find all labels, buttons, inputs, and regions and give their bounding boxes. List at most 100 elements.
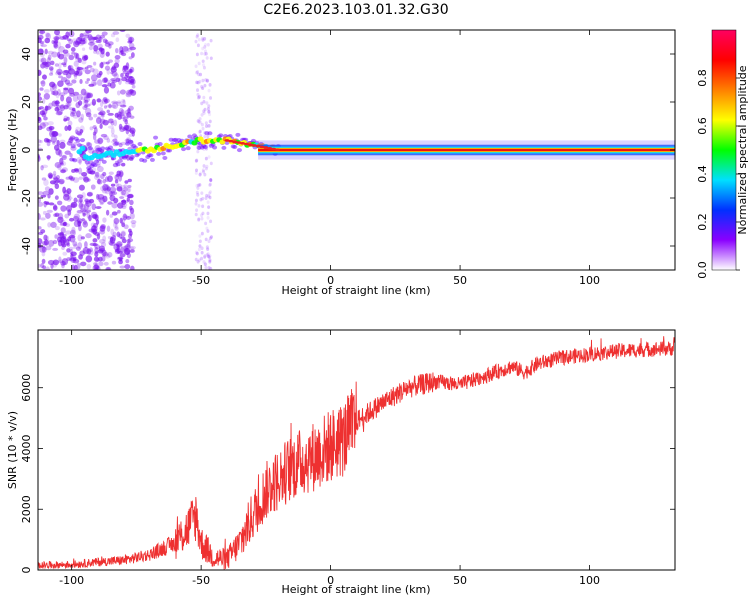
heatmap-cell — [100, 224, 106, 230]
heatmap-cell — [56, 68, 63, 75]
heatmap-cell — [97, 112, 104, 116]
heatmap-cell — [197, 72, 201, 77]
heatmap-cell — [120, 104, 127, 108]
heatmap-cell — [42, 108, 48, 115]
heatmap-cell — [40, 57, 47, 64]
heatmap-cell — [96, 79, 103, 86]
heatmap-cell — [194, 201, 198, 206]
heatmap-cell — [90, 222, 96, 228]
heatmap-cell — [61, 155, 67, 161]
heatmap-cell — [46, 209, 53, 213]
heatmap-cell — [72, 258, 80, 264]
heatmap-cell — [41, 251, 46, 257]
snr-series-line — [38, 336, 675, 570]
heatmap-cell — [48, 72, 54, 76]
heatmap-cell — [76, 67, 84, 71]
heatmap-cell — [85, 30, 92, 34]
heatmap-cell — [108, 43, 112, 49]
heatmap-cell — [60, 169, 66, 174]
heatmap-cell — [50, 60, 55, 66]
heatmap-cell — [47, 193, 51, 199]
heatmap-cell — [122, 213, 128, 221]
heatmap-cell — [73, 264, 78, 270]
heatmap-cell — [68, 38, 73, 45]
heatmap-cell — [96, 165, 104, 173]
heatmap-cell — [232, 144, 238, 149]
heatmap-cell — [101, 113, 105, 118]
heatmap-cell — [38, 69, 42, 76]
heatmap-cell — [68, 234, 76, 239]
heatmap-cell — [55, 99, 60, 107]
heatmap-cell — [38, 155, 41, 163]
heatmap-cell — [66, 103, 71, 107]
heatmap-cell — [199, 171, 203, 176]
heatmap-cell — [47, 54, 52, 61]
heatmap-cell — [85, 201, 90, 205]
heatmap-cell — [92, 68, 99, 75]
heatmap-cell — [110, 127, 115, 135]
heatmap-cell — [130, 220, 137, 225]
heatmap-cell — [160, 151, 166, 156]
heatmap-cell — [207, 124, 211, 128]
heatmap-cell — [209, 178, 213, 183]
x-tick-label: 0 — [327, 574, 334, 587]
heatmap-cell — [73, 40, 80, 48]
heatmap-cell — [201, 211, 205, 216]
heatmap-cell — [60, 94, 65, 102]
heatmap-cell — [50, 135, 57, 143]
heatmap-cell — [39, 30, 46, 34]
heatmap-cell — [55, 180, 60, 183]
heatmap-cell — [89, 126, 94, 131]
heatmap-cell — [110, 79, 116, 84]
heatmap-cell — [52, 141, 56, 145]
heatmap-cell — [93, 36, 99, 40]
snr-x-label: Height of straight line (km) — [281, 583, 430, 596]
heatmap-cell — [65, 43, 71, 49]
heatmap-cell — [198, 129, 202, 134]
heatmap-cell — [38, 191, 44, 196]
heatmap-cell — [38, 112, 41, 117]
heatmap-cell — [196, 259, 200, 264]
heatmap-cell — [194, 39, 198, 44]
heatmap-cell — [203, 107, 207, 112]
heatmap-cell — [108, 240, 114, 246]
heatmap-cell — [203, 134, 207, 139]
heatmap-cell — [92, 125, 97, 130]
heatmap-cell — [57, 163, 62, 170]
heatmap-cell — [137, 142, 143, 147]
heatmap-cell — [197, 204, 201, 208]
heatmap-cell — [128, 228, 132, 233]
heatmap-cell — [94, 244, 101, 250]
heatmap-cell — [84, 103, 91, 107]
heatmap-cell — [75, 131, 82, 136]
heatmap-cell — [59, 161, 67, 167]
heatmap-cell — [96, 98, 101, 103]
heatmap-cell — [43, 89, 50, 94]
heatmap-cell — [96, 50, 100, 55]
heatmap-cell — [68, 175, 73, 180]
heatmap-cell — [48, 125, 53, 132]
heatmap-cell — [47, 50, 54, 55]
heatmap-cell — [125, 33, 131, 39]
heatmap-cell — [112, 138, 118, 143]
heatmap-cell — [196, 193, 200, 197]
y-tick-label: 0 — [20, 567, 33, 574]
heatmap-cell — [73, 72, 78, 77]
heatmap-cell — [148, 153, 154, 158]
heatmap-cell — [63, 118, 68, 122]
heatmap-cell — [207, 155, 211, 159]
heatmap-cell — [95, 206, 102, 209]
heatmap-cell — [208, 182, 212, 187]
heatmap-cell — [195, 208, 199, 212]
heatmap-cell — [118, 258, 123, 262]
heatmap-cell — [208, 195, 212, 200]
heatmap-cell — [94, 174, 101, 181]
heatmap-cell — [58, 178, 65, 185]
heatmap-cell — [196, 33, 200, 37]
heatmap-cell — [111, 80, 118, 83]
heatmap-cell — [203, 255, 207, 259]
heatmap-cell — [66, 38, 72, 42]
heatmap-cell — [45, 138, 51, 143]
heatmap-cell — [118, 233, 123, 239]
heatmap-cell — [129, 199, 134, 206]
